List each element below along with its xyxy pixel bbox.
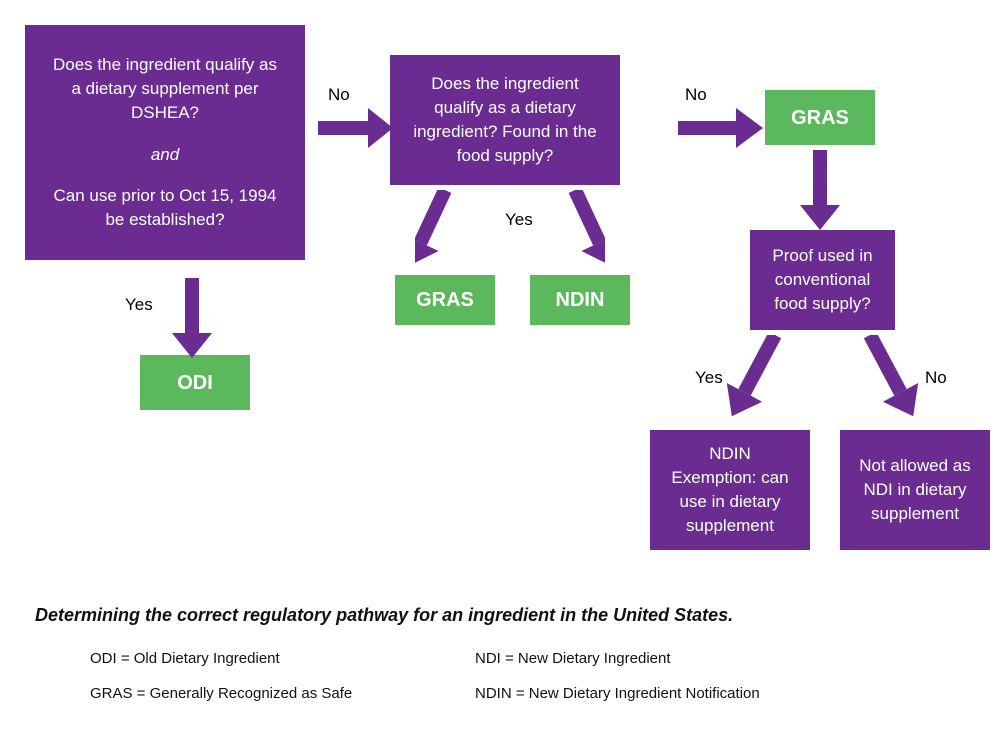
gras1-text: GRAS [416, 286, 474, 314]
q3-line3: food supply? [774, 292, 870, 316]
ryes-line3: use in dietary [679, 490, 780, 514]
legend-ndi: NDI = New Dietary Ingredient [475, 650, 671, 667]
ndin-text: NDIN [556, 286, 605, 314]
arrow-q3-rno [855, 335, 925, 430]
decision-q1: Does the ingredient qualify as a dietary… [25, 25, 305, 260]
label-no-3: No [925, 368, 947, 388]
decision-q2: Does the ingredient qualify as a dietary… [390, 55, 620, 185]
arrow-q3-ryes [720, 335, 790, 430]
q2-line4: food supply? [457, 144, 553, 168]
q1-and: and [151, 143, 179, 167]
decision-q3: Proof used in conventional food supply? [750, 230, 895, 330]
label-yes-1: Yes [125, 295, 153, 315]
gras2-text: GRAS [791, 104, 849, 132]
q1-line4: Can use prior to Oct 15, 1994 [53, 184, 276, 208]
figure-caption: Determining the correct regulatory pathw… [35, 605, 733, 626]
label-yes-3: Yes [695, 368, 723, 388]
ryes-line4: supplement [686, 514, 774, 538]
q1-line5: be established? [105, 208, 224, 232]
legend-ndin: NDIN = New Dietary Ingredient Notificati… [475, 685, 760, 702]
result-ndin-exemption: NDIN Exemption: can use in dietary suppl… [650, 430, 810, 550]
arrow-q1-odi [172, 278, 212, 358]
ryes-line1: NDIN [709, 442, 751, 466]
q2-line1: Does the ingredient [431, 72, 578, 96]
ryes-line2: Exemption: can [671, 466, 788, 490]
q1-line2: a dietary supplement per [71, 77, 258, 101]
label-no-2: No [685, 85, 707, 105]
rno-line3: supplement [871, 502, 959, 526]
result-gras-2: GRAS [765, 90, 875, 145]
result-gras-1: GRAS [395, 275, 495, 325]
q2-line2: qualify as a dietary [434, 96, 576, 120]
arrow-q2-ndin [545, 190, 605, 275]
arrow-q1-q2 [318, 108, 393, 148]
arrow-q2-gras [415, 190, 475, 275]
rno-line1: Not allowed as [859, 454, 971, 478]
result-odi: ODI [140, 355, 250, 410]
arrow-q2-gras2 [678, 108, 763, 148]
label-no-1: No [328, 85, 350, 105]
result-not-allowed: Not allowed as NDI in dietary supplement [840, 430, 990, 550]
q1-line1: Does the ingredient qualify as [53, 53, 277, 77]
rno-line2: NDI in dietary [864, 478, 967, 502]
q2-line3: ingredient? Found in the [413, 120, 596, 144]
odi-text: ODI [177, 369, 213, 397]
q1-line3: DSHEA? [131, 101, 199, 125]
q3-line2: conventional [775, 268, 870, 292]
result-ndin: NDIN [530, 275, 630, 325]
label-yes-2: Yes [505, 210, 533, 230]
q3-line1: Proof used in [772, 244, 872, 268]
arrow-gras2-q3 [800, 150, 840, 230]
legend-gras: GRAS = Generally Recognized as Safe [90, 685, 352, 702]
legend-odi: ODI = Old Dietary Ingredient [90, 650, 280, 667]
